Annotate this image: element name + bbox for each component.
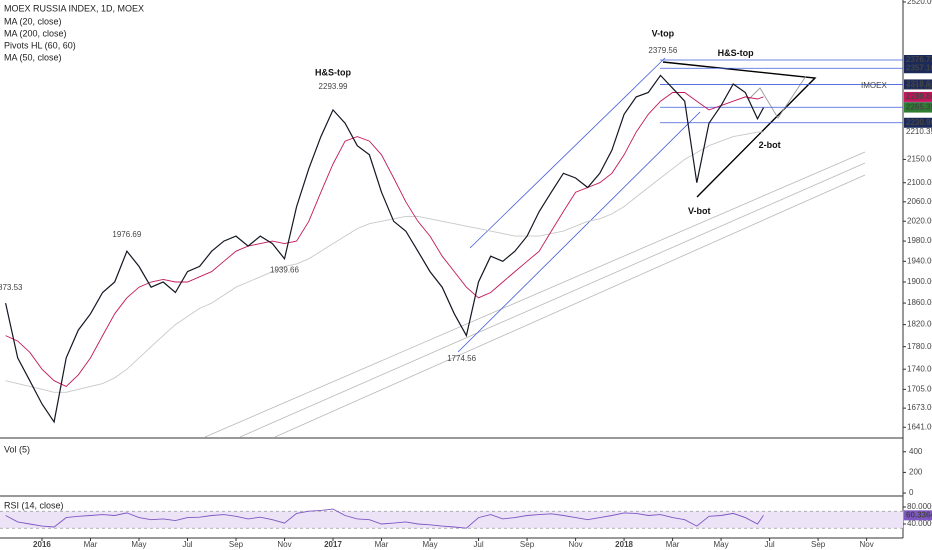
price-tag [904, 91, 932, 102]
y-tick-label: 40.0000 [907, 519, 932, 528]
price-line [5, 74, 765, 424]
chart-title: MOEX RUSSIA INDEX, 1D, MOEX [4, 3, 144, 13]
trend-line [204, 151, 866, 438]
pane-title: Vol (5) [4, 444, 30, 454]
x-tick-label: Mar [84, 540, 98, 549]
x-tick-label: 2016 [33, 540, 51, 549]
y-tick-label: 1641.00 [907, 422, 932, 431]
price-tag [904, 63, 932, 74]
x-tick-label: May [131, 540, 146, 549]
x-tick-label: 2017 [324, 540, 342, 549]
y-tick-label: 1820.00 [907, 320, 932, 329]
y-tick-label: 1940.00 [907, 256, 932, 265]
rsi-line [5, 508, 764, 529]
y-tick-label: 1900.00 [907, 277, 932, 286]
x-tick-label: Nov [568, 540, 582, 549]
channel-line [469, 57, 666, 249]
y-tick-label: 2100.00 [907, 178, 932, 187]
pivot-label: 2379.56 [648, 46, 677, 55]
legend-entry: MA (20, close) [4, 16, 62, 26]
ma-line [5, 92, 764, 387]
y-tick-label: 2150.00 [907, 155, 932, 164]
price-tag [904, 55, 932, 66]
y-tick-label: 1673.00 [907, 403, 932, 412]
rsi-tag [904, 510, 932, 521]
price-tag-label: 2357.10 [906, 63, 932, 72]
rsi-band [0, 511, 903, 529]
price-tag-label: 2289.86 [906, 92, 932, 101]
x-tick-label: Jul [473, 540, 483, 549]
x-tick-label: Nov [860, 540, 874, 549]
projection-arrows [747, 75, 807, 119]
annotation: H&S-top [718, 48, 754, 58]
price-tag [904, 117, 932, 128]
y-tick-label: 0 [909, 488, 914, 497]
y-tick-label: 1860.00 [907, 298, 932, 307]
annotation: IMOEX [861, 81, 887, 90]
price-tag-label: 2265.39 [906, 103, 932, 112]
y-tick-label: 200 [909, 468, 923, 477]
pivot-label: 1873.53 [0, 283, 23, 292]
ma-line [5, 131, 764, 393]
price-tag-label: 2376.73 [906, 55, 932, 64]
y-tick-label: 80.0000 [907, 502, 932, 511]
price-tag [904, 102, 932, 113]
price-tag-label: 2230.96 [906, 118, 932, 127]
y-tick-label: 1780.00 [907, 342, 932, 351]
price-tag-label: 2210.35 [906, 127, 932, 136]
channel [457, 57, 701, 353]
y-tick-label: 2060.00 [907, 197, 932, 206]
x-tick-label: Mar [666, 540, 680, 549]
channel-line [457, 111, 701, 353]
pivot-label: 1939.66 [270, 266, 299, 275]
price-tag-label: 2311.88 [906, 83, 932, 92]
annotation: V-top [652, 28, 675, 38]
pivot-label: 1774.56 [447, 354, 476, 363]
annotation: 2-bot [759, 140, 781, 150]
annotation: V-bot [688, 206, 711, 216]
trend-line [239, 162, 866, 438]
pane-title: RSI (14, close) [4, 500, 64, 510]
legend-entry: MA (200, close) [4, 28, 67, 38]
y-tick-label: 1980.00 [907, 236, 932, 245]
price-tag-label: 2318.91 [906, 80, 932, 89]
x-tick-label: Jul [182, 540, 192, 549]
x-tick-label: May [714, 540, 729, 549]
x-tick-label: Sep [229, 540, 244, 549]
y-tick-label: 1705.00 [907, 384, 932, 393]
legend-entry: MA (50, close) [4, 52, 62, 62]
legend-entry: Pivots HL (60, 60) [4, 40, 76, 50]
annotation: H&S-top [315, 68, 351, 78]
x-tick-label: Jul [764, 540, 774, 549]
trend-lines [204, 151, 866, 438]
triangle [662, 61, 817, 198]
pivot-label: 1976.69 [112, 230, 141, 239]
y-tick-label: 400 [909, 447, 923, 456]
x-tick-label: May [422, 540, 437, 549]
x-tick-label: Nov [277, 540, 291, 549]
x-tick-label: Mar [375, 540, 389, 549]
y-tick-label: 2520.00 [907, 0, 932, 6]
rsi-tag-label: 60.3364 [906, 510, 932, 519]
x-tick-label: 2018 [615, 540, 633, 549]
y-tick-label: 1740.00 [907, 364, 932, 373]
y-tick-label: 2020.00 [907, 216, 932, 225]
pivot-label: 2293.99 [319, 82, 348, 91]
trend-line [274, 174, 866, 438]
price-tag [904, 79, 932, 90]
x-tick-label: Sep [520, 540, 535, 549]
x-tick-label: Sep [811, 540, 826, 549]
